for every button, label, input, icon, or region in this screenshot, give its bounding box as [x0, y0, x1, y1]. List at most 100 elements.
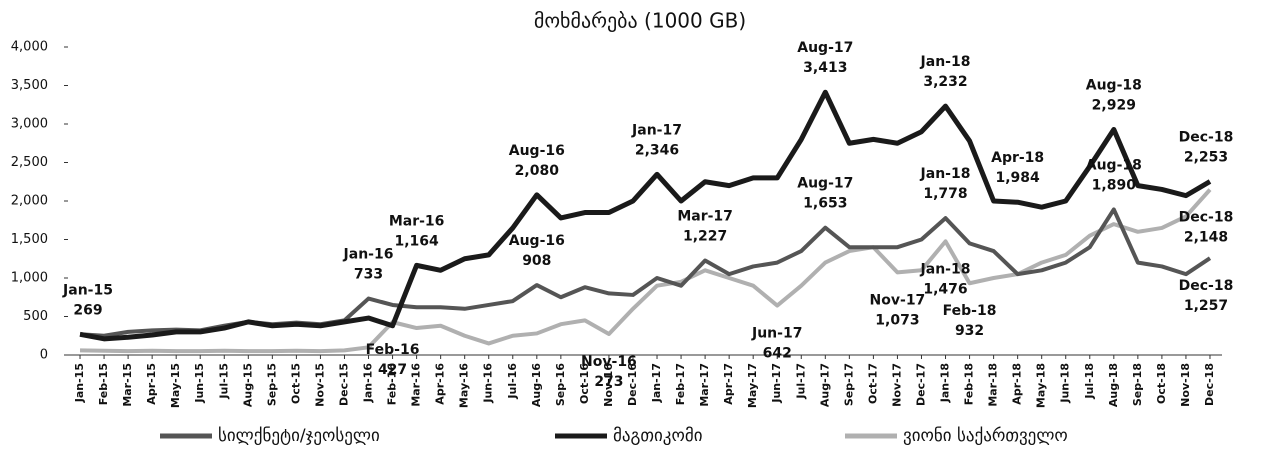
- x-tick-label: Aug-15: [241, 363, 254, 407]
- data-label-category: Nov-16: [581, 354, 637, 370]
- data-label-category: Jan-18: [920, 54, 971, 70]
- x-tick-label: Nov-15: [313, 363, 326, 407]
- x-tick-label: Aug-17: [818, 363, 831, 407]
- data-label-category: Jun-17: [751, 326, 802, 342]
- x-tick-label: Nov-16: [602, 363, 615, 407]
- data-label-category: Jan-18: [920, 166, 971, 182]
- data-label-category: Feb-16: [366, 342, 420, 358]
- x-tick-label: Dec-17: [914, 363, 927, 406]
- x-tick-label: Feb-17: [674, 363, 687, 405]
- x-tick-label: Oct-15: [289, 363, 302, 404]
- x-tick-label: May-17: [746, 363, 759, 408]
- data-label: 2,080: [515, 163, 560, 179]
- x-tick-label: Jun-15: [193, 363, 206, 404]
- y-tick-label: 3,500: [11, 78, 48, 93]
- x-tick-label: Feb-15: [97, 363, 110, 405]
- data-label: 1,164: [394, 233, 439, 249]
- x-tick-label: Jul-17: [794, 363, 807, 400]
- series-line: [79, 89, 1212, 342]
- x-tick-label: Nov-17: [890, 363, 903, 407]
- legend-label: მაგთიკომი: [613, 426, 703, 446]
- y-tick-label: 0: [40, 348, 48, 363]
- data-label: 908: [522, 253, 551, 269]
- data-label-category: Aug-17: [797, 176, 853, 192]
- legend-label: სილქნეტი/ჯეოსელი: [218, 426, 380, 446]
- x-tick-label: Nov-18: [1179, 363, 1192, 407]
- x-tick-label: Jan-16: [362, 363, 375, 404]
- data-label: 932: [955, 323, 984, 339]
- data-label-category: Aug-16: [509, 143, 565, 159]
- x-tick-label: Oct-17: [866, 363, 879, 404]
- data-label: 1,984: [995, 170, 1040, 186]
- x-tick-label: Jul-15: [217, 363, 230, 400]
- series-line: [79, 207, 1212, 338]
- data-label: 3,413: [803, 60, 847, 76]
- x-tick-label: Jul-16: [506, 363, 519, 400]
- data-label: 2,148: [1184, 230, 1228, 246]
- y-tick-label: 1,000: [11, 271, 48, 286]
- data-label-category: Apr-18: [991, 150, 1044, 166]
- x-tick-label: Oct-16: [578, 363, 591, 404]
- x-tick-label: Feb-16: [386, 363, 399, 406]
- x-tick-label: Sep-17: [842, 363, 855, 406]
- x-tick-label: Mar-18: [987, 363, 1000, 407]
- data-label: 1,778: [923, 186, 967, 202]
- x-tick-label: Jan-15: [73, 363, 86, 403]
- data-label-category: Aug-16: [509, 233, 565, 249]
- data-label: 1,476: [923, 281, 967, 297]
- data-label-category: Mar-17: [677, 209, 733, 225]
- x-tick-label: Mar-17: [698, 363, 711, 407]
- data-label-category: Jan-18: [920, 261, 971, 277]
- data-label-category: Mar-16: [389, 213, 445, 229]
- data-label: 2,346: [635, 142, 679, 158]
- data-label: 1,227: [683, 229, 727, 245]
- x-tick-label: Apr-17: [722, 363, 735, 405]
- x-tick-label: May-18: [1035, 363, 1048, 408]
- x-tick-label: Jan-17: [650, 363, 663, 403]
- x-tick-label: Apr-18: [1011, 363, 1024, 405]
- data-label: 3,232: [923, 74, 967, 90]
- data-label-category: Feb-18: [943, 303, 997, 319]
- x-tick-label: Sep-15: [265, 363, 278, 406]
- x-tick-label: Sep-18: [1131, 363, 1144, 406]
- data-label-category: Aug-18: [1086, 157, 1142, 173]
- x-tick-label: Dec-15: [337, 363, 350, 406]
- data-label: 1,257: [1184, 298, 1228, 314]
- x-tick-label: Dec-18: [1203, 363, 1216, 406]
- x-tick-label: Jun-16: [482, 363, 495, 404]
- x-tick-label: Dec-16: [626, 363, 639, 406]
- data-label-category: Nov-17: [870, 292, 926, 308]
- y-tick-label: 1,500: [11, 232, 48, 247]
- data-label: 1,653: [803, 196, 847, 212]
- x-tick-label: Oct-18: [1155, 363, 1168, 404]
- data-label: 1,890: [1092, 177, 1137, 193]
- y-tick-label: 2,000: [11, 194, 48, 209]
- y-tick-label: 3,000: [11, 117, 48, 132]
- data-label-category: Jan-15: [62, 282, 113, 298]
- data-label: 733: [354, 267, 383, 283]
- data-label-category: Aug-17: [797, 40, 853, 56]
- x-tick-label: Jun-17: [770, 363, 783, 404]
- x-tick-label: Mar-15: [121, 363, 134, 407]
- data-label-category: Jan-16: [343, 247, 394, 263]
- x-tick-label: Apr-16: [434, 363, 447, 405]
- x-tick-label: Jul-18: [1083, 363, 1096, 400]
- data-label-category: Dec-18: [1179, 130, 1234, 146]
- data-label: 642: [763, 346, 792, 362]
- chart-title: მოხმარება (1000 GB): [534, 9, 746, 33]
- legend-label: ვიონი საქართველო: [903, 426, 1068, 446]
- data-label-category: Aug-18: [1086, 77, 1142, 93]
- y-tick-label: 2,500: [11, 155, 48, 170]
- data-label: 269: [73, 302, 102, 318]
- data-label: 427: [378, 362, 407, 378]
- x-tick-label: May-16: [458, 363, 471, 408]
- x-tick-label: Feb-18: [963, 363, 976, 405]
- x-tick-label: Apr-15: [145, 363, 158, 405]
- data-label-category: Jan-17: [631, 122, 682, 138]
- x-tick-label: Jan-18: [939, 363, 952, 403]
- data-label-category: Dec-18: [1179, 210, 1234, 226]
- data-label: 1,073: [875, 312, 919, 328]
- x-tick-label: Jun-18: [1059, 363, 1072, 404]
- y-tick-label: 4,000: [11, 40, 48, 55]
